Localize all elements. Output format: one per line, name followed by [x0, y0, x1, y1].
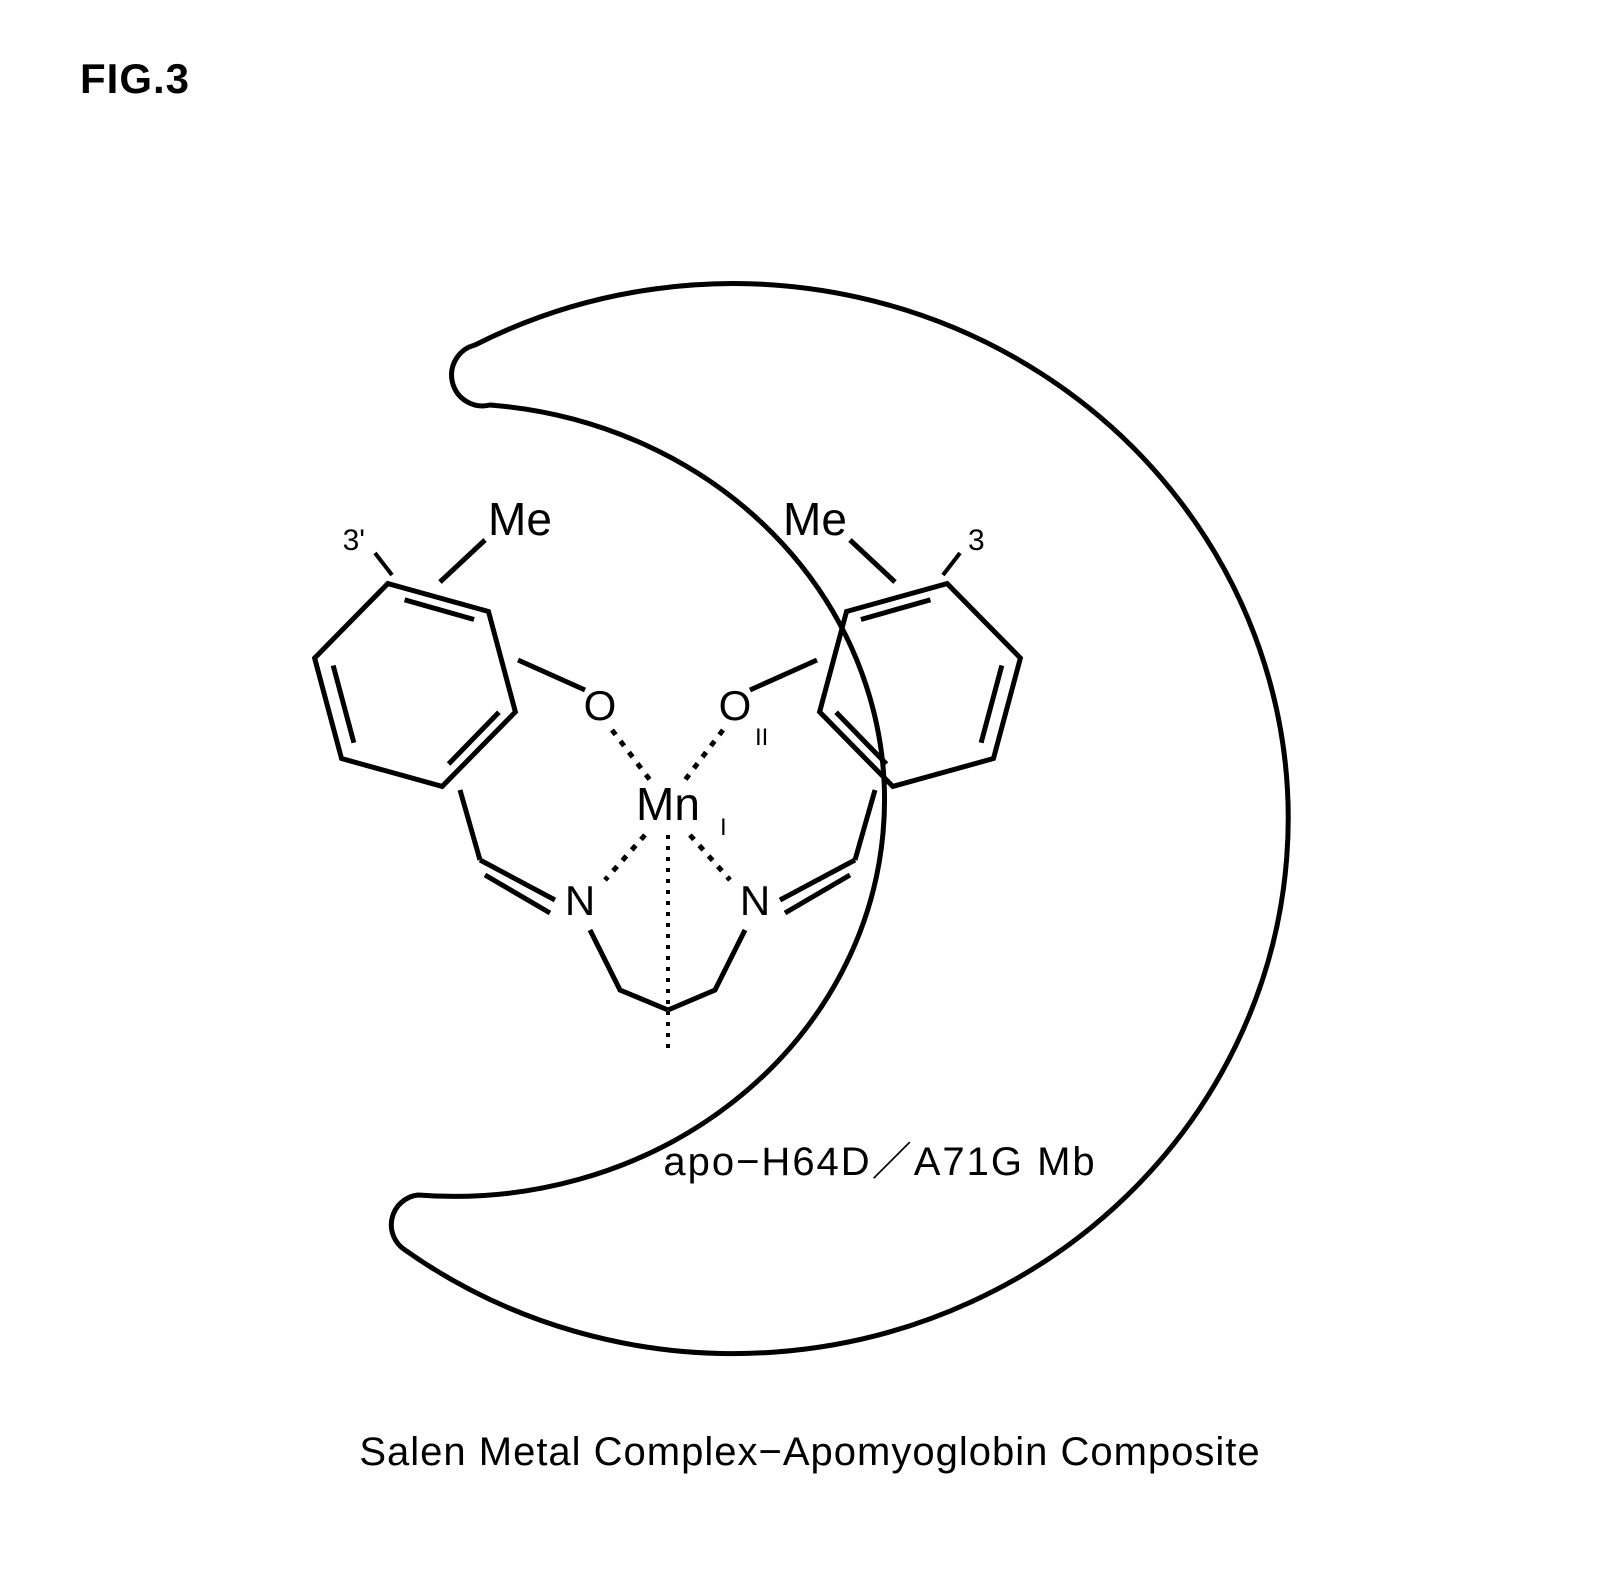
- bond-Mn-to-N-right: [690, 835, 730, 880]
- bond-ringR-to-O: [750, 660, 817, 690]
- bond-Me-left: [440, 540, 485, 582]
- figure-label: FIG.3: [80, 55, 190, 103]
- nitrogen-right-label: N: [740, 877, 770, 924]
- benzene-ring-left: [301, 560, 529, 809]
- bond-O-left-to-Mn: [612, 730, 650, 780]
- benzene-ring-right: [806, 560, 1034, 809]
- bond-O-right-to-Mn: [685, 730, 723, 780]
- bond-Me-right: [850, 540, 895, 582]
- bond-ringL-to-O: [518, 660, 585, 690]
- page: FIG.3: [0, 0, 1620, 1570]
- pos-right-label: 3: [968, 524, 985, 557]
- nitrogen-left-label: N: [565, 877, 595, 924]
- protein-crescent: [391, 284, 1288, 1354]
- bond-Mn-to-N-left: [605, 835, 645, 880]
- backbone-right: [668, 930, 745, 1010]
- metal-sub: I: [720, 814, 727, 841]
- ring-hexagon: [806, 560, 1034, 809]
- crescent-outline: [391, 284, 1288, 1354]
- oxygen-left-label: O: [584, 682, 617, 729]
- pos-left-label: 3': [343, 524, 365, 557]
- bond-ringR-to-CH: [855, 790, 875, 860]
- caption: Salen Metal Complex−Apomyoglobin Composi…: [0, 1430, 1620, 1475]
- diagram-container: O O II Mn I N N: [160, 250, 1460, 1350]
- ring-hexagon: [301, 560, 529, 809]
- salen-complex: O O II Mn I N N: [301, 493, 1034, 1050]
- metal-label: Mn: [636, 778, 700, 830]
- pos-tick-left: [375, 553, 392, 575]
- bond-ringL-to-CH: [460, 790, 480, 860]
- oxygen-right-sub: II: [755, 724, 768, 751]
- protein-label: apo−H64D／A71G Mb: [663, 1140, 1096, 1184]
- pos-tick-right: [943, 553, 960, 575]
- me-right-label: Me: [783, 493, 847, 545]
- me-left-label: Me: [488, 493, 552, 545]
- oxygen-right-label: O: [719, 682, 752, 729]
- backbone-left: [590, 930, 668, 1010]
- diagram-svg: O O II Mn I N N: [160, 250, 1460, 1350]
